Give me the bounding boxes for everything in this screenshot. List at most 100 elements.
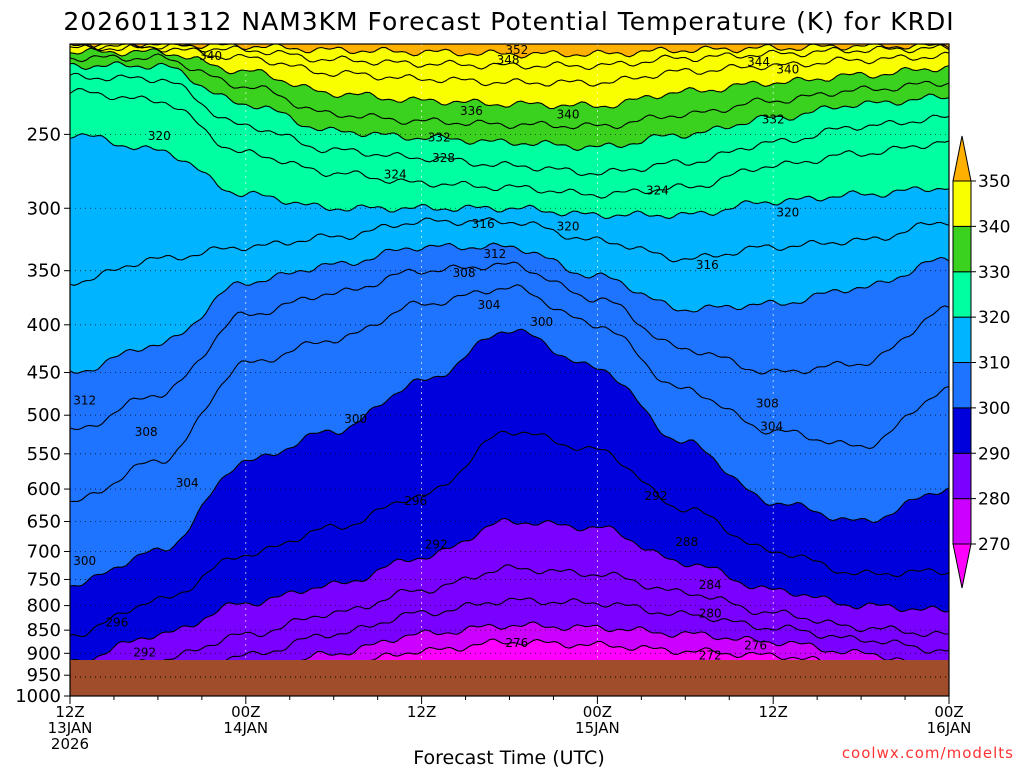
x-axis-label: Forecast Time (UTC) (413, 747, 604, 768)
contour-label: 296 (105, 615, 128, 629)
contour-label: 324 (384, 167, 407, 181)
contour-label: 276 (505, 636, 528, 650)
contour-label: 276 (744, 639, 767, 653)
contour-label: 344 (747, 55, 770, 69)
contour-label: 328 (432, 151, 455, 165)
contour-label: 340 (557, 107, 580, 121)
fill-band-352 (70, 44, 949, 58)
isentrope-348 (70, 44, 949, 71)
colorbar-segment (952, 452, 972, 500)
contour-label: 320 (557, 220, 580, 234)
colorbar-label: 290 (978, 444, 1010, 464)
isentrope-312 (70, 242, 949, 374)
isentrope-340 (70, 47, 949, 110)
x-tick-label: 12Z (55, 703, 84, 721)
colorbar-segment (952, 271, 972, 318)
credit-text: coolwx.com/modelts (842, 744, 1014, 762)
contour-label: 308 (453, 266, 476, 280)
isentrope-308 (70, 261, 949, 431)
colorbar-segment (952, 180, 972, 227)
contour-label: 308 (756, 397, 779, 411)
isentrope-276 (293, 638, 902, 671)
y-tick-label: 650 (27, 511, 61, 532)
contour-label: 312 (483, 247, 506, 261)
y-tick-label: 800 (27, 596, 61, 617)
contour-label: 320 (148, 129, 171, 143)
colorbar-segment (952, 407, 972, 454)
contour-label: 316 (472, 217, 495, 231)
y-tick-label: 350 (27, 261, 61, 282)
isentrope-328 (70, 72, 949, 177)
y-tick-label: 600 (27, 479, 61, 500)
y-tick-label: 300 (27, 198, 61, 219)
contour-label: 300 (344, 412, 367, 426)
y-tick-label: 750 (27, 569, 61, 590)
x-tick-label: 00Z (583, 703, 612, 721)
contour-label: 304 (176, 476, 199, 490)
contour-label: 332 (428, 131, 451, 145)
colorbar-label: 300 (978, 399, 1010, 419)
colorbar-label: 270 (978, 535, 1010, 555)
colorbar-segment (952, 225, 972, 273)
grid-lines (70, 44, 949, 696)
x-tick-label: 00Z (231, 703, 260, 721)
fill-band-348 (70, 44, 949, 70)
isentrope-336 (70, 53, 949, 130)
y-tick-label: 550 (27, 444, 61, 465)
x-tick-label: 12Z (759, 703, 788, 721)
contour-label: 292 (425, 538, 448, 552)
x-tick-label: 16JAN (927, 719, 972, 737)
x-tick-label: 14JAN (223, 719, 268, 737)
y-tick-label: 250 (27, 124, 61, 145)
x-tick-label: 15JAN (575, 719, 620, 737)
y-axis: 2503003504004505005506006507007508008509… (15, 124, 70, 707)
isentrope-contours (70, 44, 949, 682)
x-tick-label: 13JAN (48, 719, 93, 737)
isentrope-332 (70, 61, 949, 152)
isentrope-320 (70, 133, 949, 220)
x-tick-label: 00Z (934, 703, 963, 721)
contour-label: 340 (199, 49, 222, 63)
colorbar-label: 310 (978, 354, 1010, 374)
colorbar: 270 280 290 300 310 320 330 340 350 (952, 135, 1010, 589)
x-tick-label: 12Z (407, 703, 436, 721)
contour-label: 320 (776, 205, 799, 219)
contour-label: 288 (675, 535, 698, 549)
contour-label: 304 (760, 419, 783, 433)
chart-title: 2026011312 NAM3KM Forecast Potential Tem… (63, 7, 954, 36)
y-tick-label: 500 (27, 405, 61, 426)
y-tick-label: 450 (27, 363, 61, 384)
isentrope-296 (70, 430, 949, 638)
contour-label: 336 (460, 104, 483, 118)
contour-label: 348 (497, 53, 520, 67)
ground-terrain (70, 660, 949, 696)
colorbar-top-arrow (952, 135, 972, 182)
colorbar-label: 340 (978, 217, 1010, 237)
contour-label: 280 (699, 607, 722, 621)
isentrope-316 (70, 217, 949, 286)
contour-label: 292 (645, 489, 668, 503)
potential-temperature-fill (70, 44, 949, 696)
y-tick-label: 700 (27, 542, 61, 563)
isentrope-280 (205, 621, 949, 681)
contour-label: 272 (699, 649, 722, 663)
contour-label: 316 (696, 258, 719, 272)
colorbar-segment (952, 362, 972, 409)
isentrope-300 (70, 328, 949, 587)
contour-label: 284 (699, 578, 722, 592)
isentrope-324 (70, 88, 949, 199)
colorbar-segment (952, 316, 972, 363)
contour-label: 312 (73, 393, 96, 407)
isentrope-292 (70, 517, 949, 664)
y-tick-label: 1000 (15, 686, 61, 707)
contour-label: 296 (404, 494, 427, 508)
x-tick-label: 2026 (51, 735, 89, 753)
colorbar-bottom-arrow (952, 543, 972, 589)
colorbar-label: 330 (978, 263, 1010, 283)
contour-label: 300 (530, 315, 553, 329)
isentrope-284 (117, 597, 949, 679)
colorbar-segment (952, 498, 972, 545)
contour-label: 340 (776, 63, 799, 77)
y-tick-label: 950 (27, 665, 61, 686)
